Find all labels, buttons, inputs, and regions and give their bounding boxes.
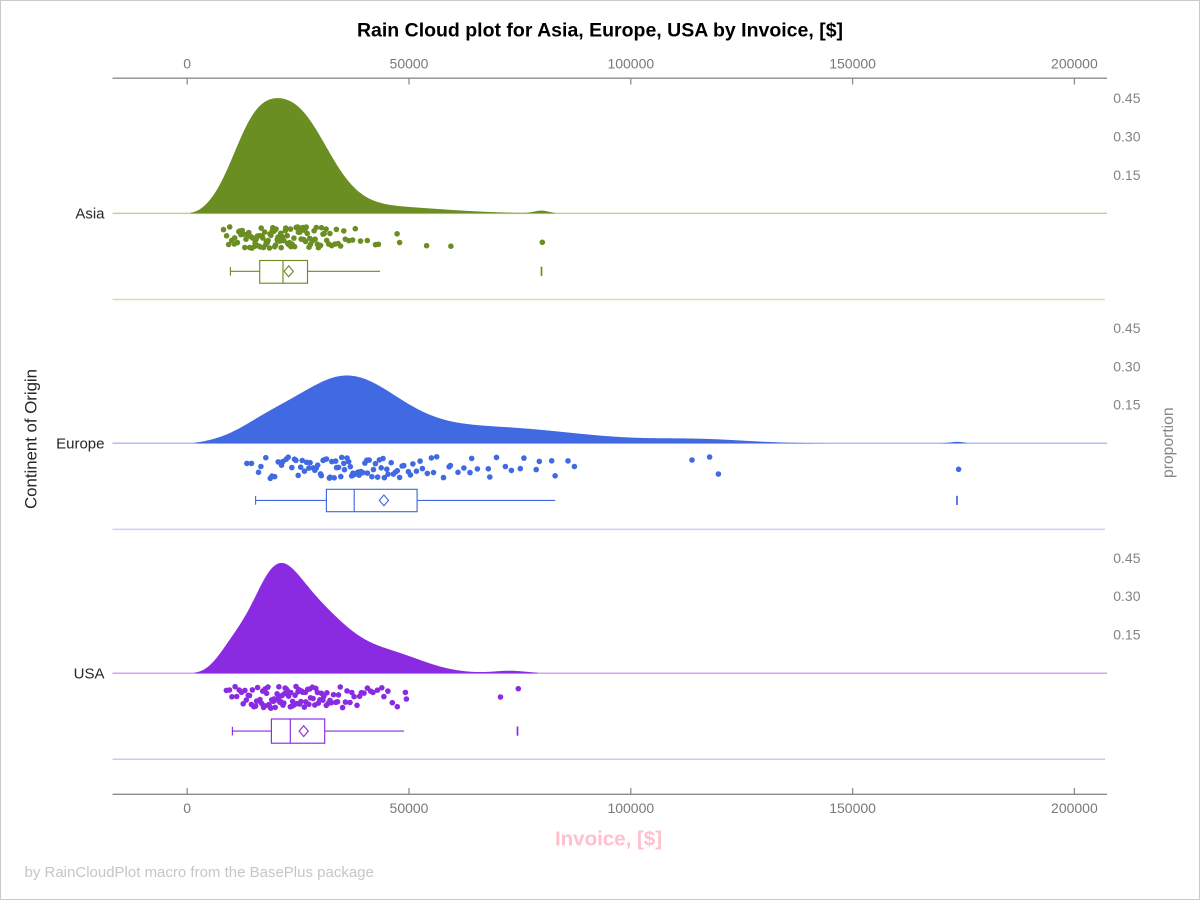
- svg-text:0.45: 0.45: [1113, 550, 1140, 566]
- svg-text:150000: 150000: [829, 56, 876, 72]
- svg-text:Rain Cloud plot for Asia, Euro: Rain Cloud plot for Asia, Europe, USA by…: [357, 20, 843, 42]
- svg-text:0.30: 0.30: [1113, 358, 1140, 374]
- svg-text:0: 0: [183, 56, 191, 72]
- svg-text:0.30: 0.30: [1113, 588, 1140, 604]
- svg-text:Asia: Asia: [75, 206, 105, 223]
- svg-text:by RainCloudPlot macro from th: by RainCloudPlot macro from the BasePlus…: [25, 864, 374, 881]
- svg-text:50000: 50000: [390, 56, 429, 72]
- svg-text:200000: 200000: [1051, 56, 1098, 72]
- svg-text:100000: 100000: [607, 800, 654, 816]
- svg-text:0.15: 0.15: [1113, 627, 1140, 643]
- svg-text:0.45: 0.45: [1113, 320, 1140, 336]
- svg-text:Europe: Europe: [56, 436, 104, 453]
- svg-text:0.45: 0.45: [1113, 90, 1140, 106]
- svg-text:150000: 150000: [829, 800, 876, 816]
- svg-text:0.15: 0.15: [1113, 167, 1140, 183]
- svg-text:0.30: 0.30: [1113, 128, 1140, 144]
- svg-text:Continent of Origin: Continent of Origin: [22, 369, 41, 509]
- svg-text:Invoice, [$]: Invoice, [$]: [555, 828, 662, 851]
- svg-text:USA: USA: [74, 665, 105, 682]
- svg-text:200000: 200000: [1051, 800, 1098, 816]
- svg-text:100000: 100000: [607, 56, 654, 72]
- svg-text:proportion: proportion: [1160, 407, 1177, 478]
- svg-text:50000: 50000: [390, 800, 429, 816]
- svg-text:0.15: 0.15: [1113, 397, 1140, 413]
- svg-text:0: 0: [183, 800, 191, 816]
